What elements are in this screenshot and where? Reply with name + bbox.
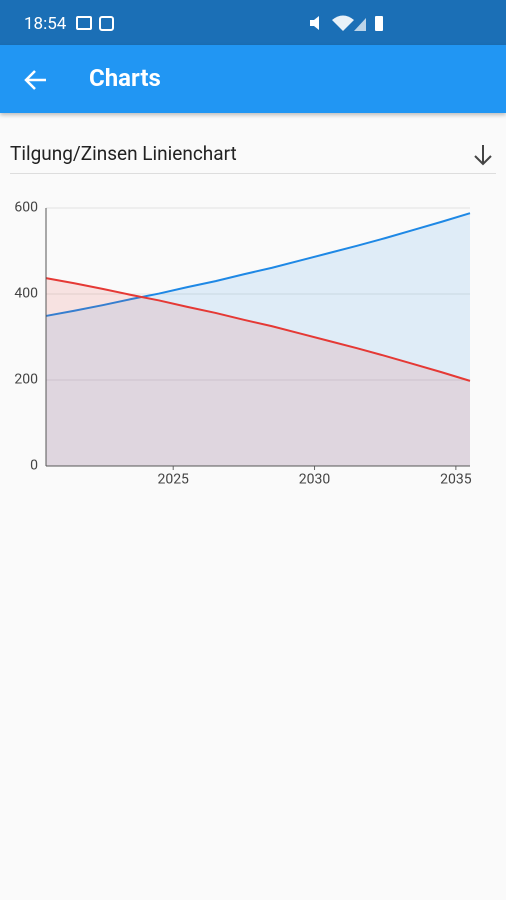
status-time: 18:54	[24, 14, 67, 34]
line	[45, 277, 471, 382]
back-button[interactable]	[16, 60, 56, 100]
dropdown-value: Tilgung/Zinsen Linienchart	[10, 142, 237, 165]
y-tick-label: 200	[14, 372, 38, 388]
dropdown-arrow[interactable]	[470, 142, 496, 168]
x-tick-label: 2035	[440, 472, 472, 488]
y-tick-label: 0	[30, 458, 38, 474]
x-tick-label: 2025	[157, 472, 189, 488]
y-tick-label: 400	[14, 286, 38, 302]
status-bar: 18:54	[0, 0, 506, 45]
x-tick-label: 2030	[299, 472, 331, 488]
app-title: Charts	[89, 64, 161, 92]
y-tick-label: 600	[14, 200, 38, 216]
area	[46, 278, 470, 466]
app-bar: Charts	[0, 45, 506, 113]
dropdown[interactable]: Tilgung/Zinsen Linienchart	[10, 138, 496, 174]
chart: 0 200 400 600 2025 2030 2035	[14, 200, 472, 488]
line	[45, 212, 471, 317]
status-icons	[76, 15, 383, 31]
area	[46, 213, 470, 466]
